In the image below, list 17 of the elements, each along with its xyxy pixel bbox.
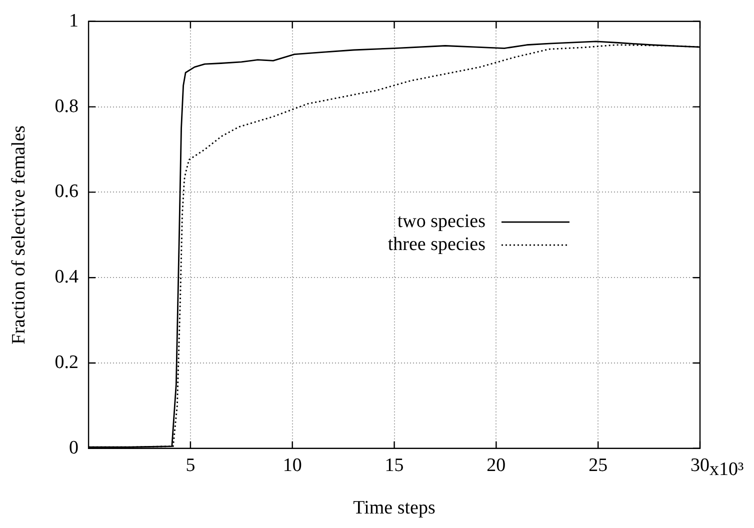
y-axis-title: Fraction of selective females (8, 125, 30, 344)
x-tick-label: 10 (282, 454, 302, 476)
x-tick-label: 15 (384, 454, 404, 476)
legend-label: three species (388, 234, 486, 256)
y-tick-label: 0.8 (54, 96, 79, 117)
y-tick-label: 0 (69, 437, 79, 458)
x-tick-label: 20 (486, 454, 506, 476)
y-tick-label: 0.4 (54, 266, 80, 288)
x-tick-label: 5 (186, 454, 196, 476)
y-tick-label: 0.6 (54, 181, 79, 202)
text: x10³ (710, 458, 744, 480)
y-tick-label: 1 (69, 10, 79, 32)
x-axis-title: Time steps (353, 498, 436, 519)
legend-label: two species (397, 211, 486, 232)
x-tick-label: 30 (690, 454, 710, 476)
x-tick-label: 25 (588, 454, 608, 476)
y-tick-label: 0.2 (54, 352, 79, 373)
